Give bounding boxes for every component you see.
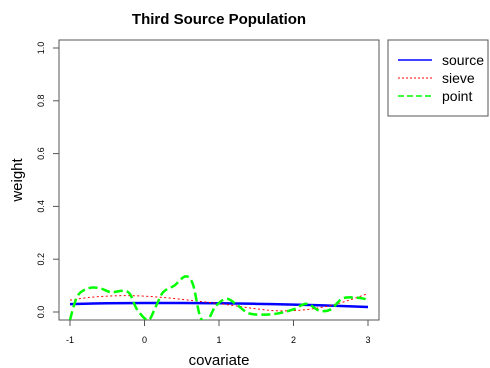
series-group <box>68 275 369 320</box>
y-axis: 0.0 0.2 0.4 0.6 0.8 1.0 <box>36 42 60 319</box>
y-tick-label: 0.8 <box>36 95 46 108</box>
y-tick-label: 1.0 <box>36 42 46 55</box>
x-tick-label: 3 <box>365 335 370 345</box>
y-tick-label: 0.0 <box>36 306 46 319</box>
y-tick-label: 0.4 <box>36 200 46 213</box>
y-tick-label: 0.2 <box>36 253 46 266</box>
x-axis-label: covariate <box>189 352 250 368</box>
legend-label-sieve: sieve <box>442 70 475 86</box>
x-tick-label: 2 <box>291 335 296 345</box>
legend-label-point: point <box>442 88 472 104</box>
legend-box <box>387 39 489 117</box>
x-tick-label: 1 <box>216 335 221 345</box>
legend-label-source: source <box>442 52 484 68</box>
plot-area-frame <box>58 39 380 321</box>
x-tick-label: -1 <box>66 335 74 345</box>
y-axis-label: weight <box>9 157 26 202</box>
x-tick-label: 0 <box>142 335 147 345</box>
series-line-point <box>68 275 369 320</box>
legend: source sieve point <box>387 39 489 117</box>
x-axis: -1 0 1 2 3 <box>66 319 371 345</box>
chart-title: Third Source Population <box>132 11 306 28</box>
y-tick-label: 0.6 <box>36 147 46 160</box>
